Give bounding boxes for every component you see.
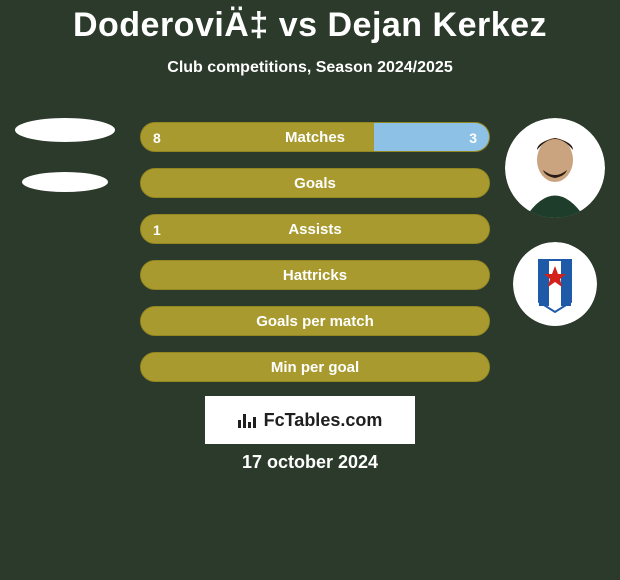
stat-row: Assists1 xyxy=(140,214,490,244)
stat-label: Goals per match xyxy=(141,307,489,336)
right-player-column xyxy=(500,118,610,350)
footer-date: 17 october 2024 xyxy=(0,452,620,473)
page-title: DoderoviÄ‡ vs Dejan Kerkez xyxy=(0,0,620,45)
stat-label: Hattricks xyxy=(141,261,489,290)
stat-value-right: 3 xyxy=(469,123,477,152)
right-club-badge xyxy=(513,242,597,326)
footer-logo: FcTables.com xyxy=(205,396,415,444)
stat-value-left: 1 xyxy=(153,215,161,244)
stat-label: Matches xyxy=(141,123,489,152)
page-subtitle: Club competitions, Season 2024/2025 xyxy=(0,59,620,77)
left-player-avatar-placeholder xyxy=(15,118,115,142)
left-player-column xyxy=(10,118,120,216)
stat-value-left: 8 xyxy=(153,123,161,152)
right-player-avatar xyxy=(505,118,605,218)
stats-block: Matches8 3 Goals Assists1 Hattricks Goals per… xyxy=(140,122,490,398)
stat-row: Hattricks xyxy=(140,260,490,290)
footer-logo-text: FcTables.com xyxy=(264,410,383,431)
stat-row: Min per goal xyxy=(140,352,490,382)
stat-row: Matches8 3 xyxy=(140,122,490,152)
stat-row: Goals xyxy=(140,168,490,198)
chart-icon xyxy=(238,412,258,428)
left-club-badge-placeholder xyxy=(22,172,108,192)
stat-row: Goals per match xyxy=(140,306,490,336)
stat-label: Assists xyxy=(141,215,489,244)
stat-label: Min per goal xyxy=(141,353,489,382)
stat-label: Goals xyxy=(141,169,489,198)
